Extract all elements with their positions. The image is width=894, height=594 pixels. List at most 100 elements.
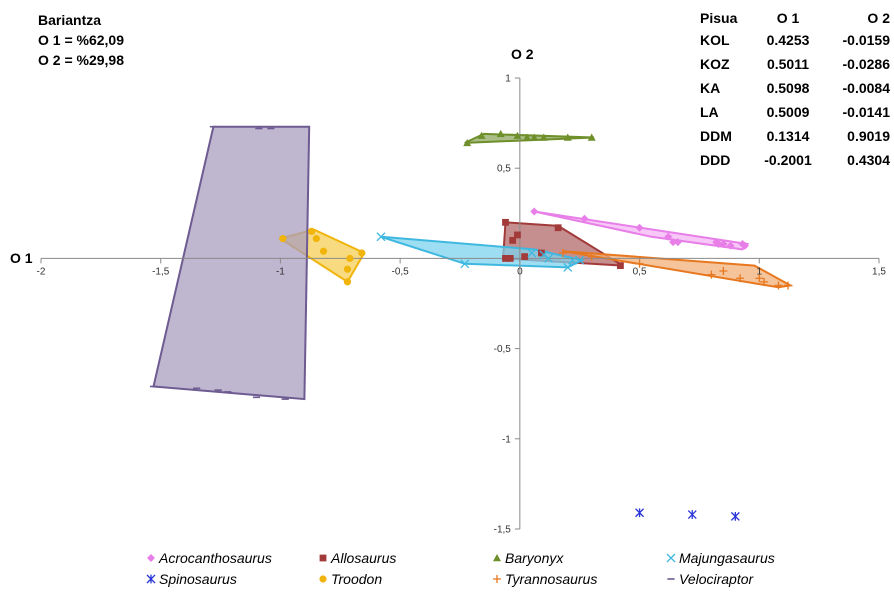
point-majungasaurus bbox=[575, 255, 585, 265]
loadings-header: O 1 bbox=[776, 10, 800, 26]
legend-marker bbox=[666, 553, 676, 563]
x-tick-label: 1,5 bbox=[872, 266, 886, 277]
loadings-row: KOL 0.4253 -0.0159 bbox=[700, 28, 890, 52]
loadings-cell: KA bbox=[700, 80, 721, 96]
hull-majungasaurus bbox=[380, 235, 586, 269]
point-allosaurus bbox=[521, 253, 529, 260]
point-acrocanthosaurus bbox=[635, 223, 644, 232]
legend-marker-allosaurus bbox=[319, 554, 327, 562]
point-baryonyx bbox=[477, 131, 486, 139]
loadings-cell: -0.0141 bbox=[842, 104, 890, 120]
point-baryonyx bbox=[496, 129, 505, 138]
legend-label: Tyrannosaurus bbox=[505, 571, 598, 587]
point-majungasaurus bbox=[527, 248, 537, 258]
point-acrocanthosaurus bbox=[673, 238, 682, 247]
legend-label: Baryonyx bbox=[505, 550, 564, 566]
point-allosaurus bbox=[502, 255, 509, 262]
point-majungasaurus bbox=[460, 259, 470, 269]
x-tick-label: -1,5 bbox=[152, 266, 170, 277]
point-spinosaurus bbox=[730, 511, 740, 521]
legend-label: Majungasaurus bbox=[679, 550, 775, 566]
point-tyrannosaurus bbox=[707, 270, 716, 279]
point-baryonyx bbox=[539, 133, 548, 141]
x-axis-title: O 1 bbox=[10, 250, 33, 266]
hull-velociraptor bbox=[152, 125, 311, 401]
x-tick-label: 0,5 bbox=[633, 266, 647, 277]
point-majungasaurus bbox=[376, 232, 386, 242]
point-tyrannosaurus bbox=[635, 259, 644, 268]
loadings-row: DDD -0.2001 0.4304 bbox=[700, 148, 890, 172]
point-acrocanthosaurus bbox=[530, 207, 539, 216]
loadings-cell: -0.0159 bbox=[842, 32, 890, 48]
y-tick-label: -1 bbox=[502, 434, 511, 445]
point-acrocanthosaurus bbox=[726, 241, 735, 250]
variance-o2: O 2 = %29,98 bbox=[38, 52, 125, 68]
point-allosaurus bbox=[617, 262, 624, 270]
legend-marker bbox=[147, 554, 155, 562]
point-acrocanthosaurus bbox=[714, 239, 723, 248]
point-acrocanthosaurus bbox=[669, 238, 678, 247]
loadings-cell: DDD bbox=[700, 152, 731, 168]
loadings-cell: 0.9019 bbox=[847, 128, 890, 144]
loadings-row: LA 0.5009 -0.0141 bbox=[700, 100, 890, 124]
point-troodon bbox=[358, 249, 366, 257]
loadings-cell: 0.5011 bbox=[766, 56, 810, 72]
legend-label: Velociraptor bbox=[679, 571, 754, 587]
y-tick-label: 0,5 bbox=[497, 164, 511, 175]
point-majungasaurus bbox=[544, 253, 554, 263]
loadings-cell: -0.0084 bbox=[842, 80, 890, 96]
legend-label: Acrocanthosaurus bbox=[159, 550, 272, 566]
point-allosaurus bbox=[514, 231, 521, 239]
loadings-cell: KOZ bbox=[700, 56, 730, 72]
x-tick-label: 1 bbox=[757, 266, 763, 277]
point-baryonyx bbox=[523, 133, 532, 141]
point-allosaurus bbox=[509, 236, 517, 244]
legend-marker bbox=[667, 578, 675, 580]
point-troodon bbox=[312, 234, 320, 243]
point-tyrannosaurus bbox=[719, 267, 728, 276]
legend-marker bbox=[319, 575, 327, 583]
point-allosaurus bbox=[554, 224, 562, 232]
point-acrocanthosaurus bbox=[719, 239, 728, 248]
point-troodon bbox=[343, 265, 352, 273]
loadings-header: Pisua bbox=[700, 10, 738, 26]
point-tyrannosaurus bbox=[784, 281, 793, 290]
loadings-cell: LA bbox=[700, 104, 719, 120]
legend-marker-majungasaurus bbox=[666, 553, 676, 563]
legend-marker bbox=[146, 574, 156, 584]
point-acrocanthosaurus bbox=[664, 232, 673, 241]
point-majungasaurus bbox=[563, 262, 573, 272]
y-tick-label: -1,5 bbox=[494, 525, 512, 536]
loadings-cell: 0.4253 bbox=[766, 32, 810, 48]
loadings-row: KA 0.5098 -0.0084 bbox=[700, 76, 890, 100]
legend-marker bbox=[493, 554, 501, 562]
loadings-row: KOZ 0.5011 -0.0286 bbox=[700, 52, 890, 76]
point-majungasaurus bbox=[568, 255, 577, 265]
point-baryonyx bbox=[530, 133, 539, 141]
y-tick-label: -0,5 bbox=[494, 344, 512, 355]
axes: -2 -1,5 -1 -0,5 0 0,5 1 1,5 -1,5 -1 -0,5 0,5 1 bbox=[37, 74, 887, 536]
variance-title: Bariantza bbox=[38, 12, 102, 28]
loadings-table: Pisua O 1 O 2 KOL 0.4253 -0.0159 KOZ 0.5011… bbox=[700, 8, 890, 172]
point-acrocanthosaurus bbox=[580, 214, 589, 223]
legend-marker bbox=[493, 575, 501, 583]
legend-marker-baryonyx bbox=[493, 554, 501, 562]
point-spinosaurus bbox=[635, 508, 645, 518]
point-troodon bbox=[279, 234, 287, 243]
point-tyrannosaurus bbox=[755, 274, 764, 283]
loadings-cell: -0.0286 bbox=[842, 56, 890, 72]
point-tyrannosaurus bbox=[587, 252, 596, 261]
loadings-cell: 0.5009 bbox=[766, 104, 810, 120]
legend-label: Troodon bbox=[331, 571, 383, 587]
legend-label: Spinosaurus bbox=[159, 571, 237, 587]
point-allosaurus bbox=[502, 218, 509, 226]
point-troodon bbox=[307, 227, 316, 235]
loadings-cell: DDM bbox=[700, 128, 732, 144]
loadings-cell: 0.1314 bbox=[766, 128, 810, 144]
x-tick-label: -1 bbox=[276, 266, 285, 277]
y-tick-label: 1 bbox=[505, 74, 511, 85]
x-tick-label: 0 bbox=[517, 266, 523, 277]
point-tyrannosaurus bbox=[558, 248, 567, 257]
loadings-cell: -0.2001 bbox=[764, 152, 812, 168]
